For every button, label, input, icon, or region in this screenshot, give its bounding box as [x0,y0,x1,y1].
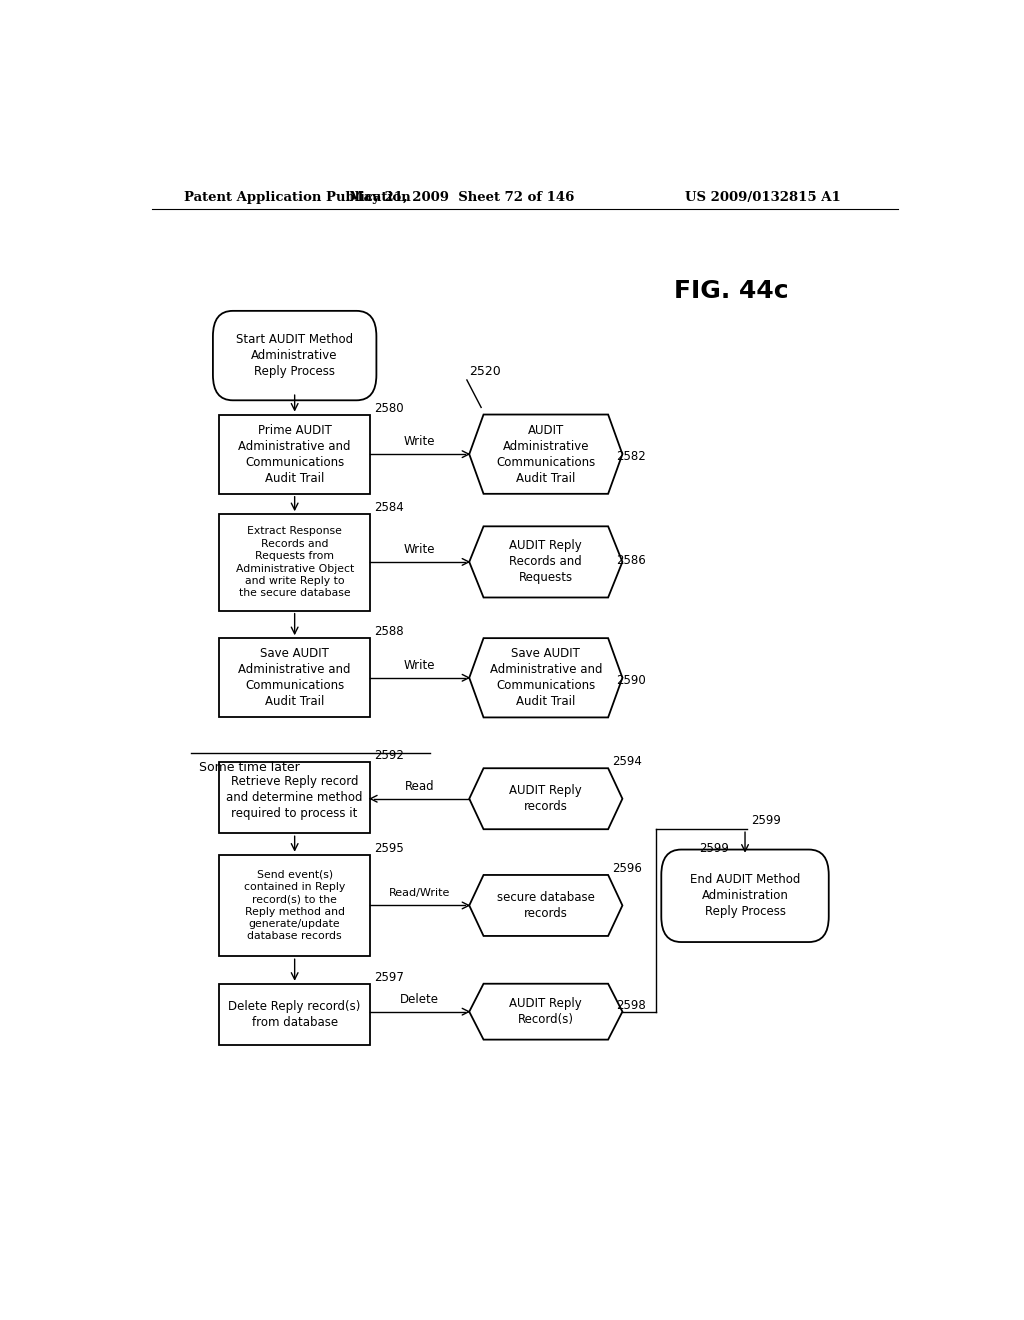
Text: Start AUDIT Method
Administrative
Reply Process: Start AUDIT Method Administrative Reply … [237,333,353,378]
Polygon shape [469,414,623,494]
Text: Read: Read [404,780,434,793]
Text: Some time later: Some time later [200,762,300,774]
Bar [219,983,370,1044]
Text: Send event(s)
contained in Reply
record(s) to the
Reply method and
generate/upda: Send event(s) contained in Reply record(… [244,870,345,941]
Text: secure database
records: secure database records [497,891,595,920]
Text: 2594: 2594 [612,755,642,768]
Text: AUDIT Reply
records: AUDIT Reply records [510,784,583,813]
Polygon shape [469,768,623,829]
Text: 2580: 2580 [374,401,403,414]
Bar [219,762,370,833]
Text: Extract Response
Records and
Requests from
Administrative Object
and write Reply: Extract Response Records and Requests fr… [236,527,353,598]
Text: 2599: 2599 [699,842,729,854]
Text: 2590: 2590 [616,675,646,686]
Text: 2597: 2597 [374,970,403,983]
Text: 2582: 2582 [616,450,646,463]
Polygon shape [469,983,623,1040]
Text: 2596: 2596 [612,862,642,875]
Bar [219,638,370,718]
Text: 2598: 2598 [616,999,646,1012]
Text: AUDIT Reply
Records and
Requests: AUDIT Reply Records and Requests [510,540,583,585]
Text: AUDIT
Administrative
Communications
Audit Trail: AUDIT Administrative Communications Audi… [497,424,595,484]
FancyBboxPatch shape [662,850,828,942]
Text: AUDIT Reply
Record(s): AUDIT Reply Record(s) [510,997,583,1026]
Text: Prime AUDIT
Administrative and
Communications
Audit Trail: Prime AUDIT Administrative and Communica… [239,424,351,484]
Text: 2586: 2586 [616,554,646,568]
Text: 2584: 2584 [374,502,403,515]
Text: Write: Write [403,544,435,556]
Text: May 21, 2009  Sheet 72 of 146: May 21, 2009 Sheet 72 of 146 [348,190,574,203]
Text: 2599: 2599 [752,814,781,828]
Text: Read/Write: Read/Write [389,888,451,898]
Text: 2592: 2592 [374,750,403,762]
Text: Write: Write [403,436,435,449]
Text: FIG. 44c: FIG. 44c [674,279,788,302]
Text: Retrieve Reply record
and determine method
required to process it: Retrieve Reply record and determine meth… [226,775,362,820]
Text: 2588: 2588 [374,626,403,638]
Text: Save AUDIT
Administrative and
Communications
Audit Trail: Save AUDIT Administrative and Communicat… [239,647,351,709]
Text: Patent Application Publication: Patent Application Publication [183,190,411,203]
Polygon shape [469,527,623,598]
Text: 2520: 2520 [469,366,501,379]
Text: End AUDIT Method
Administration
Reply Process: End AUDIT Method Administration Reply Pr… [690,874,800,919]
Text: Save AUDIT
Administrative and
Communications
Audit Trail: Save AUDIT Administrative and Communicat… [489,647,602,709]
Bar [219,414,370,494]
FancyBboxPatch shape [213,312,377,400]
Text: 2595: 2595 [374,842,403,854]
Text: Write: Write [403,659,435,672]
Text: US 2009/0132815 A1: US 2009/0132815 A1 [685,190,841,203]
Bar [219,854,370,956]
Polygon shape [469,875,623,936]
Text: Delete Reply record(s)
from database: Delete Reply record(s) from database [228,999,360,1028]
Bar [219,515,370,611]
Text: Delete: Delete [400,993,439,1006]
Polygon shape [469,638,623,718]
